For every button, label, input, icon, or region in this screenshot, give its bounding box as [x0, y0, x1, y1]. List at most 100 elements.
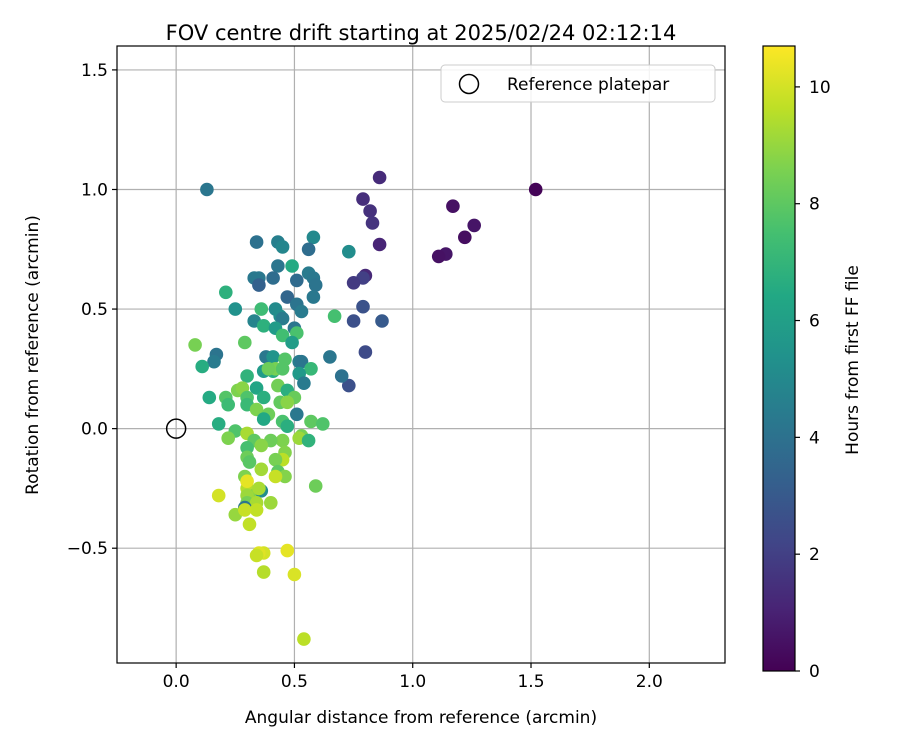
- colorbar: 0 2 4 6 8 10 Hours from first FF file: [762, 45, 863, 682]
- scatter-point: [249, 235, 264, 249]
- scatter-point: [301, 242, 316, 257]
- scatter-point: [306, 230, 321, 245]
- colorbar-label: Hours from first FF file: [843, 265, 863, 455]
- scatter-point: [375, 314, 389, 328]
- scatter-point: [202, 390, 217, 405]
- scatter-point: [252, 278, 266, 292]
- scatter-point: [266, 271, 280, 285]
- y-axis-ticks: −0.5 0.0 0.5 1.0 1.5: [67, 61, 117, 559]
- scatter-point: [207, 354, 221, 369]
- scatter-point: [200, 182, 214, 197]
- scatter-points: [188, 170, 543, 646]
- scatter-point: [249, 548, 264, 563]
- y-axis-label: Rotation from reference (arcmin): [23, 215, 43, 495]
- scatter-point: [254, 462, 269, 477]
- scatter-point: [188, 338, 202, 352]
- colorbar-tick-label: 2: [809, 545, 820, 565]
- scatter-point: [342, 244, 356, 259]
- scatter-point: [467, 218, 482, 233]
- scatter-point: [240, 474, 254, 489]
- colorbar-gradient: [763, 46, 795, 671]
- scatter-point: [268, 469, 283, 484]
- x-tick-label: 1.5: [517, 672, 544, 692]
- scatter-point: [280, 290, 295, 304]
- scatter-point: [249, 402, 264, 417]
- scatter-point: [242, 517, 257, 532]
- colorbar-tick-label: 8: [809, 195, 820, 215]
- scatter-point: [261, 362, 276, 376]
- scatter-point: [256, 319, 271, 333]
- scatter-point: [356, 299, 370, 314]
- scatter-point: [301, 433, 316, 448]
- scatter-point: [285, 259, 299, 273]
- scatter-point: [372, 170, 387, 185]
- colorbar-tick-label: 10: [809, 78, 831, 98]
- scatter-point: [254, 438, 269, 453]
- scatter-point: [271, 259, 285, 273]
- y-tick-label: −0.5: [67, 539, 108, 559]
- scatter-point: [363, 204, 377, 218]
- plot-frame: [116, 45, 726, 664]
- y-tick-label: 0.0: [81, 420, 108, 440]
- legend-box: [440, 64, 716, 103]
- scatter-point: [446, 199, 460, 213]
- scatter-point: [195, 359, 209, 374]
- scatter-point: [221, 397, 235, 412]
- scatter-point: [297, 376, 311, 391]
- scatter-point: [240, 369, 254, 383]
- scatter-point: [268, 452, 283, 467]
- scatter-point: [323, 350, 337, 364]
- scatter-point: [275, 240, 290, 254]
- scatter-point: [334, 369, 349, 383]
- scatter-point: [294, 304, 309, 319]
- x-axis-ticks: 0.0 0.5 1.0 1.5 2.0: [163, 663, 663, 692]
- scatter-point: [242, 455, 257, 469]
- scatter-point: [256, 412, 271, 426]
- legend-label: Reference platepar: [507, 75, 669, 95]
- scatter-point: [240, 441, 254, 455]
- reference-platepar-point: [165, 418, 187, 439]
- scatter-point: [308, 479, 323, 493]
- scatter-point: [346, 276, 361, 290]
- y-tick-label: 1.0: [81, 180, 108, 200]
- chart-title: FOV centre drift starting at 2025/02/24 …: [166, 21, 677, 45]
- x-tick-label: 1.0: [399, 672, 426, 692]
- scatter-point: [280, 543, 295, 558]
- colorbar-tick-label: 0: [809, 662, 820, 682]
- scatter-point: [254, 302, 269, 316]
- scatter-point: [316, 417, 330, 431]
- scatter-point: [275, 433, 290, 448]
- scatter-point: [287, 567, 302, 582]
- colorbar-tick-label: 4: [809, 428, 820, 448]
- scatter-point: [431, 249, 446, 264]
- x-tick-label: 2.0: [636, 672, 663, 692]
- scatter-point: [249, 381, 264, 395]
- x-axis-label: Angular distance from reference (arcmin): [245, 708, 597, 728]
- scatter-point: [297, 632, 311, 646]
- scatter-point: [266, 350, 280, 364]
- scatter-point: [278, 469, 292, 484]
- scatter-point: [228, 302, 243, 316]
- scatter-point: [252, 481, 266, 496]
- colorbar-ticks: 0 2 4 6 8 10: [795, 78, 831, 682]
- scatter-point: [304, 362, 318, 376]
- y-tick-label: 0.5: [81, 300, 108, 320]
- colorbar-frame: [762, 45, 796, 672]
- scatter-point: [346, 314, 361, 328]
- reference-marker: [165, 418, 187, 439]
- legend: Reference platepar: [440, 64, 716, 103]
- scatter-point: [275, 328, 290, 343]
- scatter-point: [238, 503, 252, 517]
- scatter-point: [219, 285, 233, 300]
- colorbar-tick-label: 6: [809, 312, 820, 332]
- scatter-point: [327, 309, 342, 324]
- scatter-point: [211, 488, 226, 503]
- scatter-point: [275, 362, 290, 376]
- scatter-point: [528, 182, 543, 197]
- scatter-point: [221, 431, 235, 446]
- scatter-point: [356, 192, 370, 206]
- scatter-point: [256, 565, 271, 579]
- x-tick-label: 0.0: [163, 672, 190, 692]
- scatter-point: [256, 390, 271, 405]
